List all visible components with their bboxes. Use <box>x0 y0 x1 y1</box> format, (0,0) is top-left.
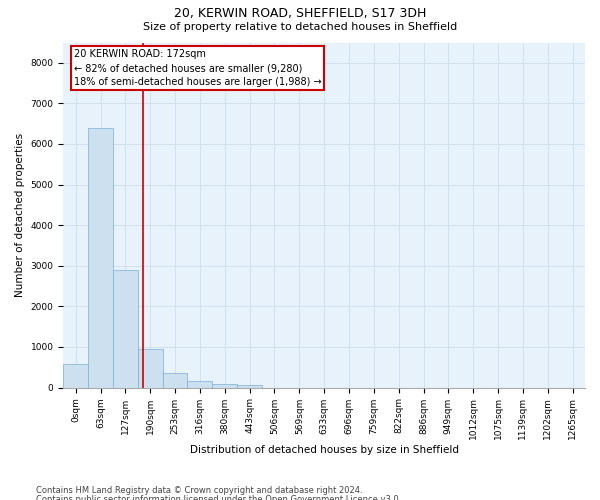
Bar <box>63 364 88 388</box>
Bar <box>113 270 138 388</box>
Bar <box>163 374 187 388</box>
Text: Contains HM Land Registry data © Crown copyright and database right 2024.: Contains HM Land Registry data © Crown c… <box>36 486 362 495</box>
X-axis label: Distribution of detached houses by size in Sheffield: Distribution of detached houses by size … <box>190 445 458 455</box>
Bar <box>187 381 212 388</box>
Text: 20 KERWIN ROAD: 172sqm
← 82% of detached houses are smaller (9,280)
18% of semi-: 20 KERWIN ROAD: 172sqm ← 82% of detached… <box>74 50 322 88</box>
Text: Contains public sector information licensed under the Open Government Licence v3: Contains public sector information licen… <box>36 495 401 500</box>
Y-axis label: Number of detached properties: Number of detached properties <box>15 133 25 297</box>
Text: 20, KERWIN ROAD, SHEFFIELD, S17 3DH: 20, KERWIN ROAD, SHEFFIELD, S17 3DH <box>174 8 426 20</box>
Text: Size of property relative to detached houses in Sheffield: Size of property relative to detached ho… <box>143 22 457 32</box>
Bar <box>237 385 262 388</box>
Bar <box>88 128 113 388</box>
Bar <box>138 348 163 388</box>
Bar <box>212 384 237 388</box>
